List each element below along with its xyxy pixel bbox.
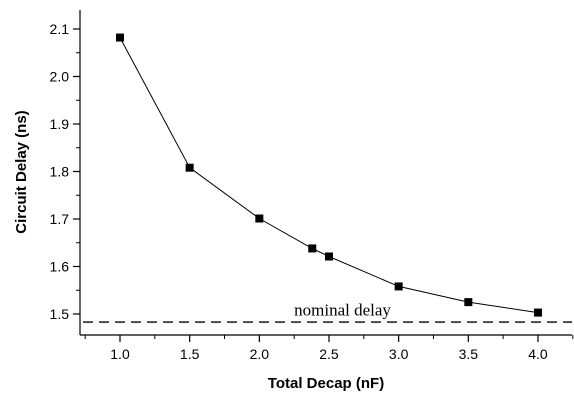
series-line: [119, 37, 539, 314]
data-point-marker: [394, 282, 403, 291]
data-point-marker: [464, 298, 473, 307]
axes: [79, 10, 572, 336]
y-tick-label: 2.1: [50, 21, 70, 37]
data-point-marker: [533, 308, 542, 317]
x-tick-label: 4.0: [528, 346, 548, 362]
y-tick-label: 1.8: [50, 164, 70, 180]
y-axis-title: Circuit Delay (ns): [13, 110, 30, 233]
x-axis-ticks: 1.0 1.5 2.0 2.5 3.0 3.5 4.0: [84, 335, 574, 362]
x-tick-label: 3.0: [389, 346, 409, 362]
x-tick-label: 1.5: [180, 346, 200, 362]
series-markers: [116, 33, 542, 317]
y-axis-ticks: 1.5 1.6 1.7 1.8 1.9 2.0 2.1: [50, 21, 80, 322]
data-point-marker: [185, 163, 194, 172]
data-point-marker: [255, 214, 264, 223]
y-tick-label: 1.9: [50, 116, 70, 132]
x-tick-label: 2.0: [250, 346, 270, 362]
nominal-delay-annotation: nominal delay: [294, 300, 391, 319]
y-tick-label: 1.5: [50, 306, 70, 322]
y-tick-label: 1.7: [50, 211, 70, 227]
y-tick-label: 2.0: [50, 69, 70, 85]
data-point-marker: [116, 33, 124, 42]
data-point-marker: [308, 244, 317, 253]
x-axis-title: Total Decap (nF): [268, 375, 384, 392]
x-tick-label: 1.0: [110, 346, 130, 362]
data-point-marker: [324, 252, 333, 261]
x-tick-label: 3.5: [459, 346, 479, 362]
x-tick-label: 2.5: [319, 346, 339, 362]
y-tick-label: 1.6: [50, 259, 70, 275]
